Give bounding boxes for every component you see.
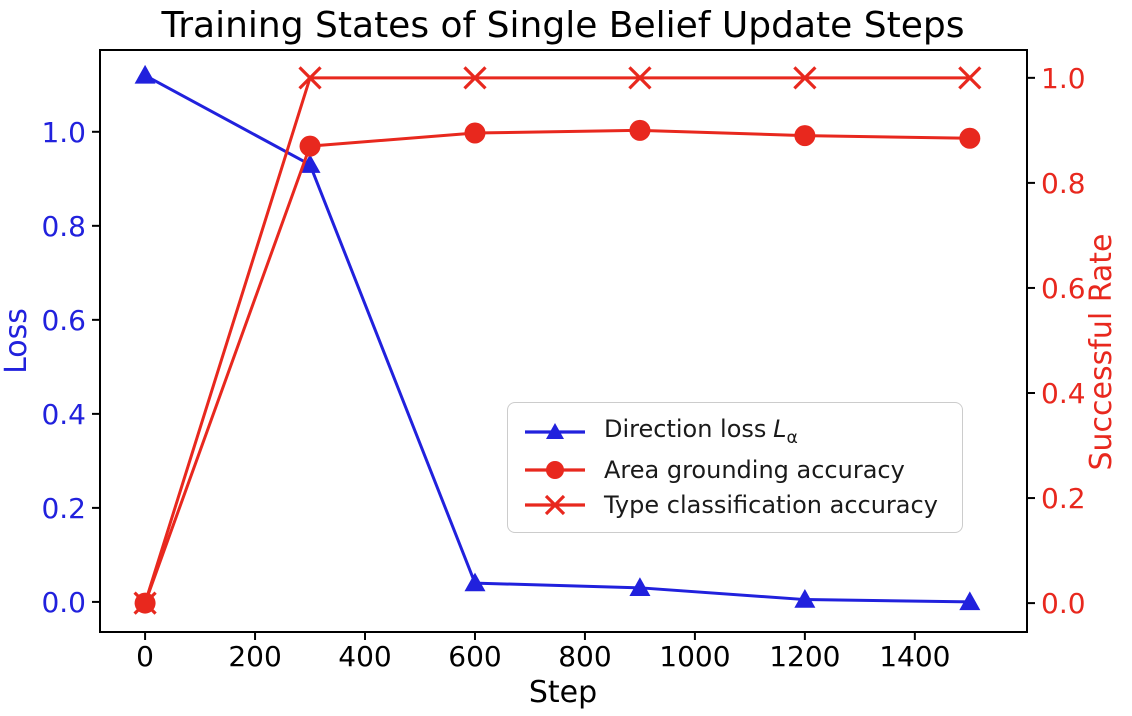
x-tick-label: 400: [338, 640, 391, 673]
x-marker: [463, 66, 487, 90]
left-tick-label: 0.6: [41, 304, 86, 337]
legend-label-area-grounding: Area grounding accuracy: [604, 455, 905, 484]
x-tick-label: 600: [448, 640, 501, 673]
left-tick-label: 1.0: [41, 116, 86, 149]
x-tick-label: 200: [228, 640, 281, 673]
right-tick-label: 0.2: [1041, 482, 1086, 515]
legend-row-direction-loss: Direction loss Lα: [518, 417, 952, 447]
y-axis-label-right: Successful Rate: [1084, 234, 1119, 471]
plot-border: [99, 49, 1028, 633]
series-line: [143, 128, 970, 604]
series-x: [133, 66, 982, 615]
triangle-marker: [959, 591, 981, 611]
legend-sample-triangle-icon: [525, 422, 585, 439]
plot-layer: 0 200 400 600 800 1000 1200 1400 0.0 0.2 0.4 0.6 0.8…: [41, 49, 1086, 673]
right-tick-label: 0.4: [1041, 377, 1086, 410]
x-marker: [628, 66, 652, 90]
circle-marker: [546, 460, 564, 479]
legend-row-type-classification: Type classification accuracy: [518, 492, 952, 518]
right-tick-label: 0.8: [1041, 167, 1086, 200]
left-tick-label: 0.4: [41, 398, 86, 431]
circle-marker: [629, 119, 651, 141]
circle-marker: [959, 127, 981, 149]
triangle-marker: [629, 577, 651, 596]
y-axis-label-left: Loss: [0, 308, 34, 374]
x-axis-label: Step: [529, 675, 597, 710]
triangle-marker: [794, 589, 816, 608]
series-line: [144, 74, 970, 604]
legend-sample-circle-icon: [525, 460, 585, 479]
right-tick-label: 0.0: [1041, 587, 1086, 620]
legend-label-math-sub: α: [786, 427, 798, 448]
legend-sample-x-icon: [525, 495, 585, 516]
triangle-marker: [464, 572, 486, 592]
x-marker: [544, 495, 566, 516]
left-tick-label: 0.8: [41, 210, 86, 243]
series-circle: [134, 119, 981, 614]
circle-marker: [464, 122, 486, 144]
right-tick-label: 0.6: [1041, 272, 1086, 305]
x-marker: [298, 66, 322, 90]
circle-marker: [794, 125, 816, 147]
legend: Direction loss Lα Area grounding accuracy…: [507, 402, 963, 533]
series-line: [143, 76, 970, 604]
x-tick-label: 1400: [879, 640, 950, 673]
circle-marker: [299, 135, 321, 157]
legend-label-direction-loss: Direction loss Lα: [604, 417, 798, 447]
legend-label-math-base: L: [773, 414, 787, 443]
right-tick-label: 1.0: [1041, 62, 1086, 95]
series-triangle: [134, 64, 981, 611]
x-marker: [958, 66, 982, 90]
left-tick-label: 0.2: [41, 492, 86, 525]
x-tick-label: 1000: [659, 640, 730, 673]
triangle-marker: [299, 154, 321, 173]
x-tick-label: 800: [558, 640, 611, 673]
triangle-marker: [134, 64, 156, 84]
legend-label-text: Direction loss: [604, 414, 767, 443]
triangle-marker: [546, 422, 564, 439]
left-tick-label: 0.0: [41, 586, 86, 619]
x-tick-label: 0: [136, 640, 154, 673]
legend-label-type-classification: Type classification accuracy: [604, 491, 938, 520]
legend-row-area-grounding: Area grounding accuracy: [518, 457, 952, 483]
x-tick-label: 1200: [769, 640, 840, 673]
chart-title: Training States of Single Belief Update …: [161, 5, 965, 46]
x-marker: [793, 66, 817, 90]
x-marker: [133, 591, 157, 615]
